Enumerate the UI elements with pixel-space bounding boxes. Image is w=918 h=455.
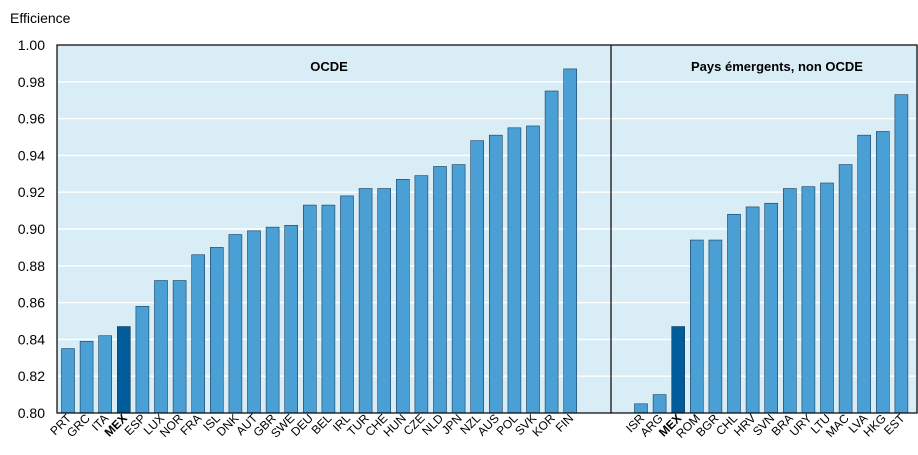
bar-ltu	[820, 182, 834, 414]
y-tick-label: 0.82	[18, 368, 45, 384]
bar-jpn	[451, 164, 466, 414]
bar-chl	[727, 213, 741, 414]
bar-svn	[764, 202, 779, 414]
panel-titles: OCDE Pays émergents, non OCDE	[310, 59, 863, 74]
bar-lva	[857, 134, 872, 414]
bar-che	[377, 188, 392, 414]
bar-ury	[801, 186, 816, 414]
y-axis-title: Efficience	[10, 10, 71, 26]
bar-hun	[395, 179, 410, 414]
panel-title: OCDE	[310, 59, 348, 74]
y-tick-label: 0.84	[18, 331, 45, 347]
bar-fra	[191, 254, 205, 414]
bar-aus	[488, 134, 503, 414]
bar-hrv	[745, 206, 760, 414]
bar-rom	[689, 239, 704, 414]
y-tick-label: 0.90	[18, 221, 45, 237]
bar-svk	[526, 125, 540, 414]
bar-bra	[782, 188, 797, 414]
x-label-fin: FIN	[553, 411, 577, 435]
bars	[61, 68, 909, 414]
bar-fin	[563, 68, 578, 414]
bar-bel	[321, 204, 336, 414]
x-axis-labels: PRTGRCITAMEXESPLUXNORFRAISLDNKAUTGBRSWED…	[47, 411, 908, 441]
bar-dnk	[228, 234, 243, 414]
bar-tur	[358, 188, 373, 414]
bar-deu	[302, 204, 317, 414]
y-tick-label: 0.96	[18, 111, 45, 127]
bar-prt	[61, 348, 75, 414]
y-tick-label: 0.86	[18, 295, 45, 311]
bar-esp	[135, 305, 150, 414]
bar-ita	[98, 335, 112, 414]
y-tick-label: 0.98	[18, 74, 45, 90]
bar-nor	[172, 280, 187, 414]
bar-arg	[652, 394, 667, 414]
bar-aut	[247, 230, 261, 414]
bar-est	[894, 94, 909, 414]
y-tick-label: 1.00	[18, 37, 45, 53]
bar-nld	[433, 166, 447, 414]
plot-frame	[56, 44, 918, 414]
bar-bgr	[708, 239, 723, 414]
bar-kor	[544, 90, 559, 414]
y-tick-label: 0.88	[18, 258, 45, 274]
y-axis-ticks: 0.80 0.82 0.84 0.86 0.88 0.90 0.92 0.94 0.96 0.98…	[18, 37, 45, 421]
bar-swe	[284, 225, 299, 414]
bar-mac	[838, 164, 853, 414]
bar-hkg	[875, 131, 890, 414]
y-tick-label: 0.94	[18, 147, 45, 163]
bar-cze	[414, 175, 429, 414]
bar-isl	[210, 247, 224, 414]
y-tick-label: 0.80	[18, 405, 45, 421]
y-tick-label: 0.92	[18, 184, 45, 200]
bar-mex	[671, 326, 686, 414]
bar-mex	[117, 326, 131, 414]
bar-nzl	[470, 140, 485, 414]
bar-gbr	[265, 226, 280, 414]
bar-irl	[340, 195, 354, 414]
panel-title: Pays émergents, non OCDE	[691, 59, 863, 74]
x-label-est: EST	[881, 411, 908, 438]
bar-pol	[507, 127, 522, 414]
bar-grc	[79, 340, 94, 414]
bar-lux	[154, 280, 168, 414]
